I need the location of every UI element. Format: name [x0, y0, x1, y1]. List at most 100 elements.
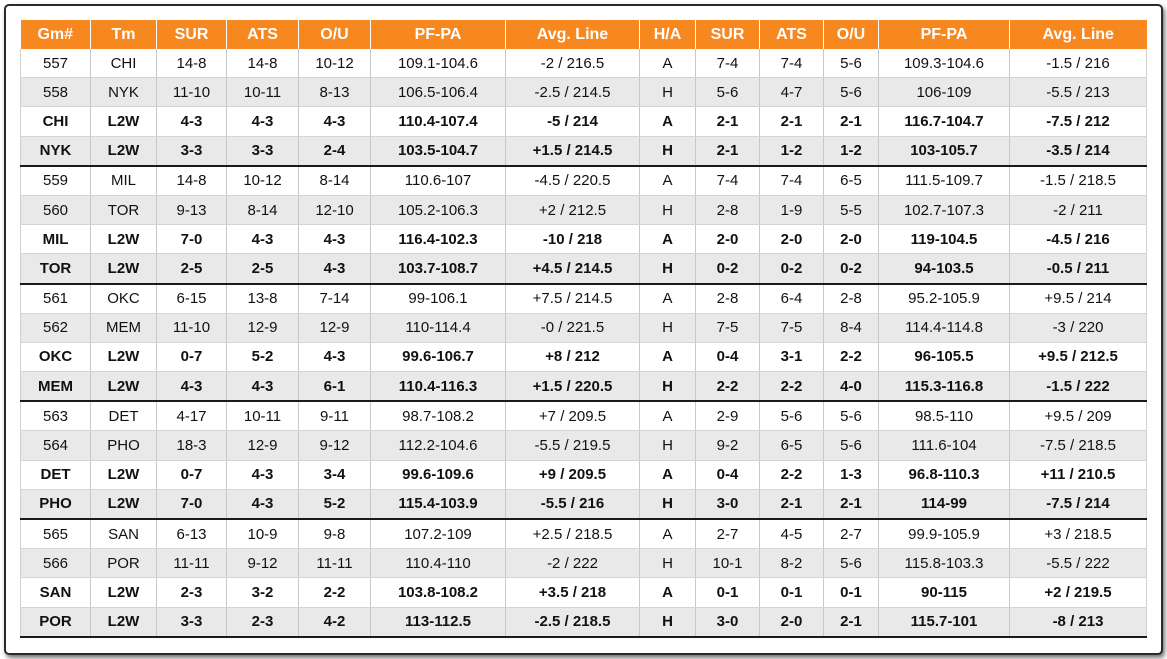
split-pf-pa-cell: 111.5-109.7 — [878, 165, 1010, 196]
ou-cell: 7-14 — [298, 283, 371, 314]
ats-cell: 12-9 — [226, 430, 299, 461]
avg-line-cell: +3.5 / 218 — [505, 577, 640, 608]
col-header-split-avg-line: Avg. Line — [1009, 20, 1147, 49]
pf-pa-cell: 99.6-109.6 — [370, 460, 506, 490]
ou-cell: 8-13 — [298, 77, 371, 108]
team-cell: NYK — [90, 77, 157, 108]
home-away-cell: H — [639, 489, 696, 520]
split-ou-cell: 2-8 — [823, 283, 879, 314]
sur-cell: 7-0 — [156, 489, 227, 520]
split-sur-cell: 2-9 — [695, 401, 760, 432]
table-row: 565 SAN 6-13 10-9 9-8 107.2-109 +2.5 / 218.5 A 2… — [20, 519, 1147, 550]
split-pf-pa-cell: 119-104.5 — [878, 224, 1010, 255]
split-avg-line-cell: +9.5 / 209 — [1009, 401, 1147, 432]
split-avg-line-cell: -5.5 / 222 — [1009, 548, 1147, 579]
home-away-cell: A — [639, 165, 696, 196]
table-body: 557 CHI 14-8 14-8 10-12 109.1-104.6 -2 / 216.5… — [20, 49, 1147, 638]
avg-line-cell: +9 / 209.5 — [505, 460, 640, 490]
col-header-split-sur: SUR — [695, 20, 760, 49]
game-number-cell: 557 — [20, 49, 91, 79]
sur-cell: 7-0 — [156, 224, 227, 255]
team-cell: PHO — [90, 430, 157, 461]
sur-cell: 4-3 — [156, 106, 227, 137]
avg-line-cell: +7 / 209.5 — [505, 401, 640, 432]
ats-cell: 2-5 — [226, 253, 299, 285]
pf-pa-cell: 110-114.4 — [370, 313, 506, 343]
game-number-cell: OKC — [20, 342, 91, 373]
pf-pa-cell: 115.4-103.9 — [370, 489, 506, 520]
ou-cell: 6-1 — [298, 371, 371, 403]
home-away-cell: A — [639, 283, 696, 314]
home-away-cell: A — [639, 224, 696, 255]
col-header-ou: O/U — [298, 20, 371, 49]
team-cell: SAN — [90, 519, 157, 550]
split-avg-line-cell: -7.5 / 218.5 — [1009, 430, 1147, 461]
game-number-cell: MEM — [20, 371, 91, 403]
ou-cell: 10-12 — [298, 49, 371, 79]
pf-pa-cell: 116.4-102.3 — [370, 224, 506, 255]
ats-cell: 10-11 — [226, 401, 299, 432]
split-ats-cell: 4-7 — [759, 77, 824, 108]
split-ats-cell: 1-2 — [759, 136, 824, 167]
team-cell: OKC — [90, 283, 157, 314]
sur-cell: 18-3 — [156, 430, 227, 461]
sur-cell: 11-10 — [156, 77, 227, 108]
team-cell: L2W — [90, 607, 157, 638]
avg-line-cell: +8 / 212 — [505, 342, 640, 373]
ats-cell: 13-8 — [226, 283, 299, 314]
split-ats-cell: 7-5 — [759, 313, 824, 343]
pf-pa-cell: 105.2-106.3 — [370, 195, 506, 226]
sur-cell: 11-11 — [156, 548, 227, 579]
split-avg-line-cell: +11 / 210.5 — [1009, 460, 1147, 490]
table-row: NYK L2W 3-3 3-3 2-4 103.5-104.7 +1.5 / 214.5 H 2… — [20, 136, 1147, 167]
team-cell: CHI — [90, 49, 157, 79]
split-ats-cell: 5-6 — [759, 401, 824, 432]
split-sur-cell: 0-4 — [695, 342, 760, 373]
sur-cell: 11-10 — [156, 313, 227, 343]
avg-line-cell: -5.5 / 219.5 — [505, 430, 640, 461]
table-row: 558 NYK 11-10 10-11 8-13 106.5-106.4 -2.5 / 21… — [20, 77, 1147, 108]
table-row: OKC L2W 0-7 5-2 4-3 99.6-106.7 +8 / 212 A 0-4 3-1… — [20, 342, 1147, 373]
avg-line-cell: -5.5 / 216 — [505, 489, 640, 520]
split-ou-cell: 5-6 — [823, 548, 879, 579]
split-pf-pa-cell: 90-115 — [878, 577, 1010, 608]
ou-cell: 4-3 — [298, 224, 371, 255]
ou-cell: 4-2 — [298, 607, 371, 638]
split-ou-cell: 5-6 — [823, 401, 879, 432]
table-row: POR L2W 3-3 2-3 4-2 113-112.5 -2.5 / 218.5 H 3-0… — [20, 607, 1147, 638]
home-away-cell: H — [639, 607, 696, 638]
home-away-cell: H — [639, 548, 696, 579]
ats-cell: 3-2 — [226, 577, 299, 608]
avg-line-cell: -2.5 / 218.5 — [505, 607, 640, 638]
pf-pa-cell: 109.1-104.6 — [370, 49, 506, 79]
avg-line-cell: +7.5 / 214.5 — [505, 283, 640, 314]
game-number-cell: 563 — [20, 401, 91, 432]
sur-cell: 0-7 — [156, 342, 227, 373]
split-pf-pa-cell: 116.7-104.7 — [878, 106, 1010, 137]
split-pf-pa-cell: 99.9-105.9 — [878, 519, 1010, 550]
split-avg-line-cell: +2 / 219.5 — [1009, 577, 1147, 608]
sur-cell: 2-3 — [156, 577, 227, 608]
split-pf-pa-cell: 96.8-110.3 — [878, 460, 1010, 490]
split-ats-cell: 2-2 — [759, 460, 824, 490]
game-number-cell: 562 — [20, 313, 91, 343]
pf-pa-cell: 110.6-107 — [370, 165, 506, 196]
avg-line-cell: +1.5 / 220.5 — [505, 371, 640, 403]
table-row: 566 POR 11-11 9-12 11-11 110.4-110 -2 / 222 H 10… — [20, 548, 1147, 579]
ats-cell: 12-9 — [226, 313, 299, 343]
home-away-cell: A — [639, 106, 696, 137]
sur-cell: 2-5 — [156, 253, 227, 285]
col-header-sur: SUR — [156, 20, 227, 49]
ats-cell: 8-14 — [226, 195, 299, 226]
split-sur-cell: 0-1 — [695, 577, 760, 608]
home-away-cell: A — [639, 519, 696, 550]
split-sur-cell: 10-1 — [695, 548, 760, 579]
team-cell: L2W — [90, 460, 157, 490]
split-avg-line-cell: -3 / 220 — [1009, 313, 1147, 343]
split-pf-pa-cell: 115.7-101 — [878, 607, 1010, 638]
split-sur-cell: 0-4 — [695, 460, 760, 490]
avg-line-cell: +2 / 212.5 — [505, 195, 640, 226]
col-header-avg-line: Avg. Line — [505, 20, 640, 49]
split-ou-cell: 2-2 — [823, 342, 879, 373]
sur-cell: 6-13 — [156, 519, 227, 550]
